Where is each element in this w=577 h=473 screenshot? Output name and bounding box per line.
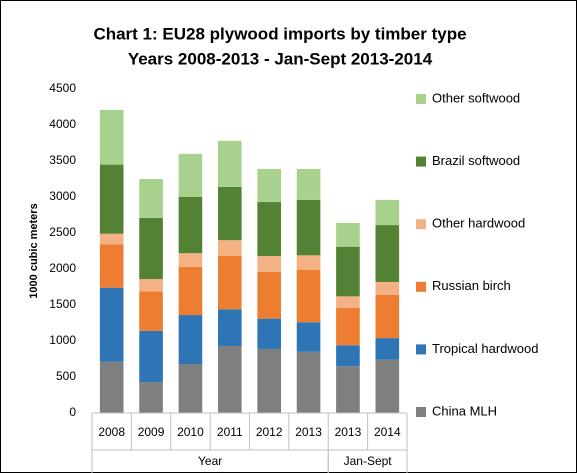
chart-subtitle: Years 2008-2013 - Jan-Sept 2013-2014 [128,49,433,68]
bar-segment [296,351,321,413]
x-tick-label: 2013 [295,425,322,439]
x-tick-label: 2012 [256,425,283,439]
legend-swatch [416,344,426,355]
x-tick-label: 2011 [217,425,243,439]
legend-label: Russian birch [432,278,511,293]
bar-segment [99,361,124,413]
legend-label: Other softwood [432,90,520,105]
y-tick-label: 3000 [49,189,76,203]
bar-segment [139,291,163,331]
bar-segment [336,366,360,413]
bar-segment [375,359,400,413]
bar-segment [257,168,281,203]
y-tick-label: 1500 [49,297,76,311]
bar-segment [336,345,360,367]
y-tick-label: 0 [69,405,76,419]
bar-segment [99,109,124,165]
legend-label: Other hardwood [432,216,525,231]
bar-segment [336,307,360,346]
bar-segment [99,164,124,234]
bar-segment [139,330,163,383]
bar-segment [218,256,242,310]
legend-swatch [416,156,426,167]
x-tick-label: 2008 [98,425,125,439]
bar-segment [218,346,242,413]
bar-segment [178,153,203,197]
legend-label: China MLH [432,403,497,418]
group-label: Jan-Sept [344,454,393,468]
y-tick-label: 2500 [49,225,76,239]
x-tick-label: 2009 [138,425,165,439]
bar-segment [336,222,360,247]
bar-segment [178,315,203,365]
bar-segment [336,246,360,297]
legend-label: Tropical hardwood [432,341,538,356]
bar-segment [139,179,163,218]
bar-segment [257,202,281,257]
y-tick-label: 4000 [49,117,76,131]
bar-segment [296,199,321,256]
bar-segment [218,186,242,241]
y-tick-label: 500 [56,369,76,383]
bar-segment [375,281,400,295]
chart-title: Chart 1: EU28 plywood imports by timber … [93,24,466,43]
bar-segment [257,348,281,413]
bar-segment [139,279,163,292]
y-tick-label: 4500 [49,81,76,95]
bar-segment [178,364,203,413]
bar-segment [375,294,400,339]
bar-segment [257,271,281,319]
bar-segment [296,322,321,352]
bar-segment [99,287,124,362]
bar-segment [336,296,360,308]
bar-segment [296,255,321,270]
legend-swatch [416,407,426,417]
y-tick-label: 1000 [49,333,76,347]
bar-segment [218,309,242,347]
bar-segment [218,240,242,257]
x-tick-label: 2013 [335,425,362,439]
bar-segment [178,197,203,254]
legend-label: Brazil softwood [432,153,520,168]
y-tick-label: 2000 [49,261,76,275]
bar-segment [218,140,242,187]
legend-swatch [416,281,426,292]
bar-segment [257,256,281,272]
bar-segment [375,338,400,360]
y-axis-label: 1000 cubic meters [28,203,40,298]
bar-segment [99,244,124,288]
bar-segment [375,199,400,226]
bar-segment [257,318,281,349]
bar-segment [178,253,203,267]
bar-segment [296,269,321,323]
x-tick-label: 2010 [177,425,204,439]
bar-segment [178,266,203,316]
bar-segment [296,168,321,200]
group-label: Year [198,454,222,468]
bar-segment [99,233,124,245]
x-tick-label: 2014 [374,425,401,439]
y-tick-label: 3500 [49,153,76,167]
bar-segment [139,217,163,280]
bar-segment [375,225,400,282]
legend-swatch [416,219,426,230]
legend-swatch [416,94,426,104]
bar-segment [139,382,163,413]
